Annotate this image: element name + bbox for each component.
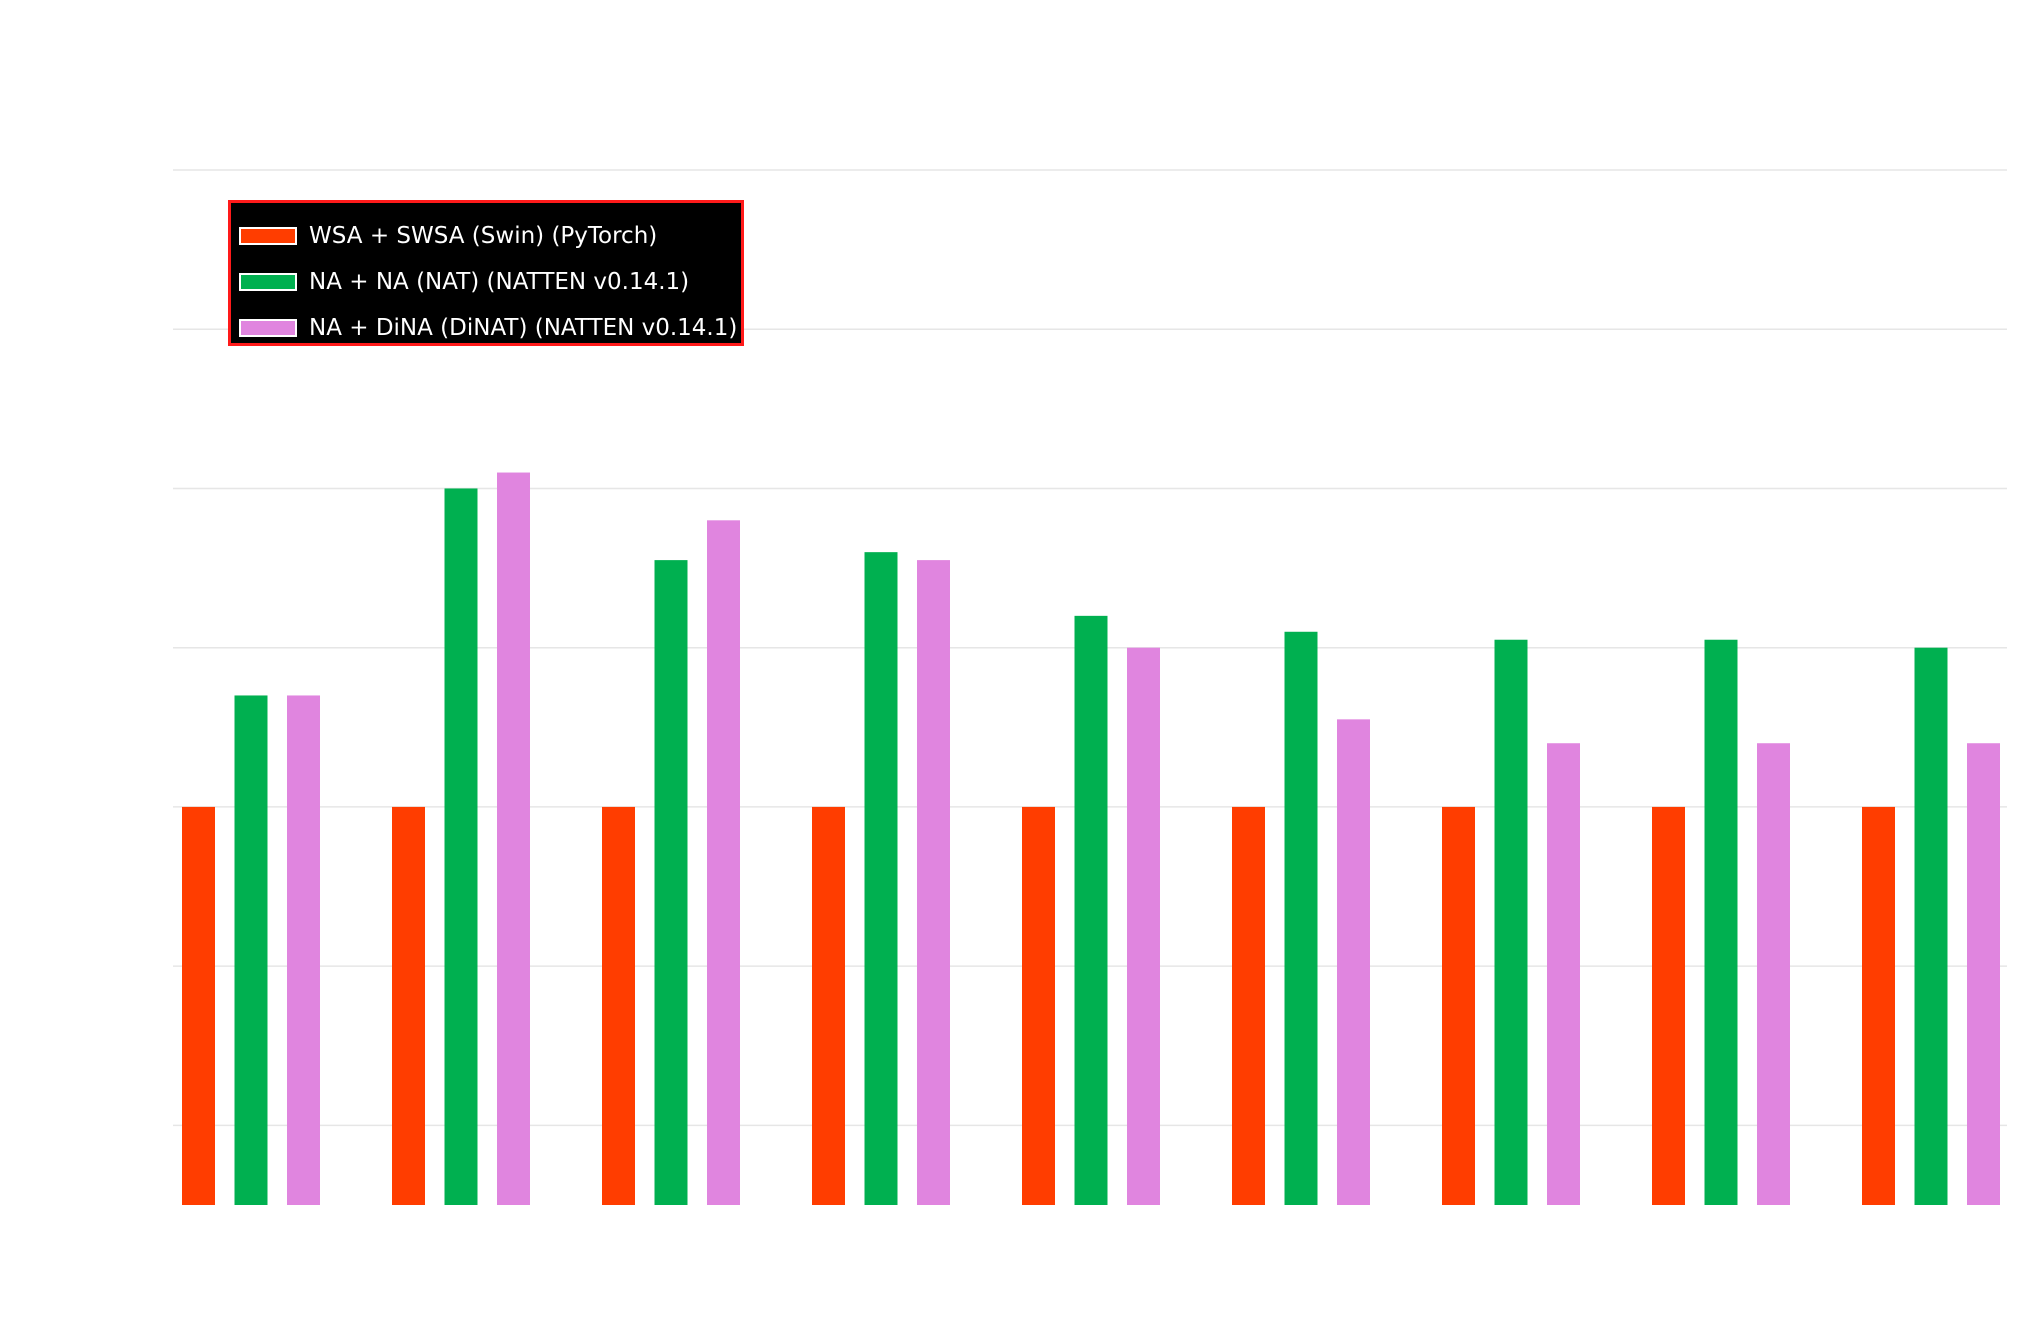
bar-series1-group6 <box>1494 639 1528 1205</box>
bar-series2-group0 <box>287 695 320 1205</box>
bars <box>182 472 2000 1205</box>
bar-series0-group5 <box>1232 806 1265 1205</box>
bar-series0-group4 <box>1022 806 1055 1205</box>
bar-series0-group8 <box>1862 806 1895 1205</box>
bar-series0-group7 <box>1652 806 1685 1205</box>
bar-series1-group3 <box>864 552 898 1205</box>
bar-series1-group0 <box>234 695 268 1205</box>
bar-series1-group5 <box>1284 631 1318 1205</box>
bar-series2-group8 <box>1967 743 2000 1205</box>
bar-series1-group2 <box>654 560 688 1205</box>
bar-series2-group4 <box>1127 647 1160 1205</box>
bar-series0-group0 <box>182 806 215 1205</box>
bar-series2-group3 <box>917 560 950 1205</box>
bar-series2-group7 <box>1757 743 1790 1205</box>
legend: WSA + SWSA (Swin) (PyTorch) NA + NA (NAT… <box>228 200 744 346</box>
bar-series2-group5 <box>1337 719 1370 1205</box>
bar-series0-group3 <box>812 806 845 1205</box>
bar-series0-group1 <box>392 806 425 1205</box>
legend-item-dinat: NA + DiNA (DiNAT) (NATTEN v0.14.1) <box>239 305 741 351</box>
bar-series2-group2 <box>707 520 740 1205</box>
bar-series1-group8 <box>1914 647 1948 1205</box>
bar-series0-group6 <box>1442 806 1475 1205</box>
legend-label-dinat: NA + DiNA (DiNAT) (NATTEN v0.14.1) <box>309 315 738 341</box>
legend-swatch-swin <box>239 227 297 245</box>
legend-item-swin: WSA + SWSA (Swin) (PyTorch) <box>239 213 741 259</box>
legend-swatch-nat <box>239 273 297 291</box>
bar-series1-group4 <box>1074 615 1108 1205</box>
legend-label-nat: NA + NA (NAT) (NATTEN v0.14.1) <box>309 269 690 295</box>
legend-item-nat: NA + NA (NAT) (NATTEN v0.14.1) <box>239 259 741 305</box>
bar-series2-group6 <box>1547 743 1580 1205</box>
bar-series1-group1 <box>444 488 478 1205</box>
bar-series2-group1 <box>497 472 530 1205</box>
legend-label-swin: WSA + SWSA (Swin) (PyTorch) <box>309 223 658 249</box>
bar-series1-group7 <box>1704 639 1738 1205</box>
bar-series0-group2 <box>602 806 635 1205</box>
legend-swatch-dinat <box>239 319 297 337</box>
